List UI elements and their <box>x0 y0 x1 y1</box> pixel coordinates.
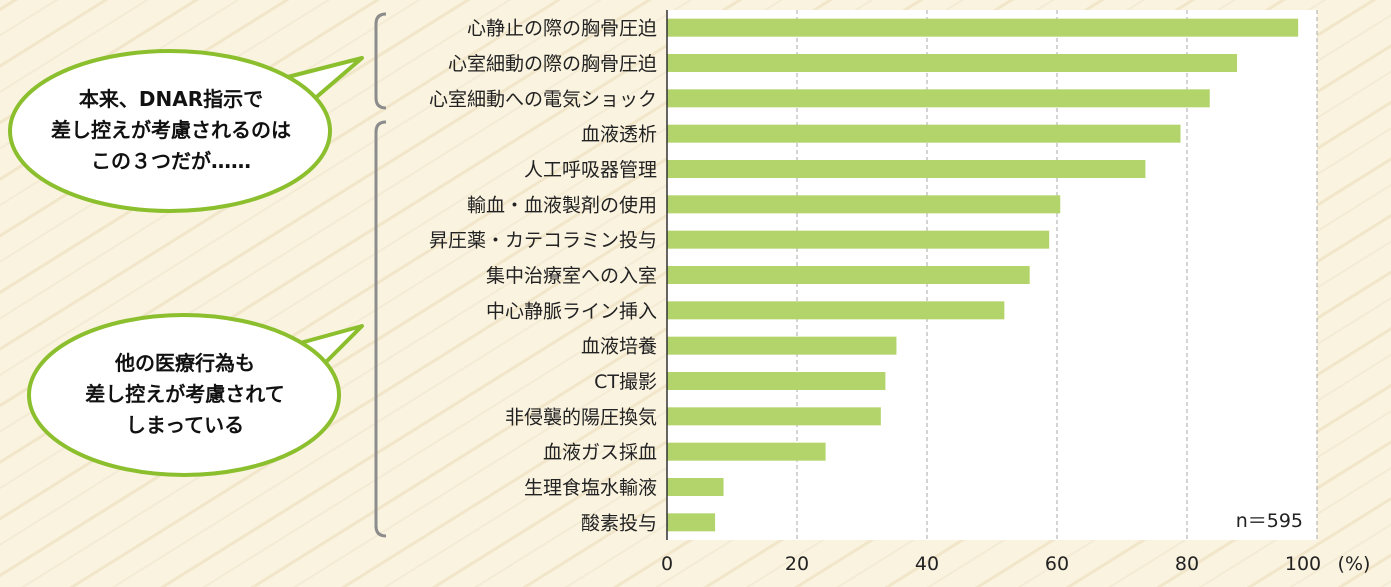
category-label: CT撮影 <box>594 371 657 393</box>
category-label: 心静止の際の胸骨圧迫 <box>467 18 657 40</box>
callout-top-line-3: この３つだが…… <box>91 149 251 173</box>
category-label: 酸素投与 <box>581 512 657 534</box>
callout-top-line-2: 差し控えが考慮されるのは <box>51 118 291 142</box>
category-label: 血液透析 <box>581 124 657 146</box>
x-tick-label: 0 <box>661 553 673 575</box>
x-tick-label: 40 <box>915 553 939 575</box>
bar <box>667 372 886 390</box>
category-label: 中心静脈ライン挿入 <box>486 300 657 322</box>
bar <box>667 336 897 355</box>
x-tick-label: 80 <box>1175 553 1199 575</box>
category-label: 非侵襲的陽圧換気 <box>505 406 657 428</box>
category-label: 集中治療室への入室 <box>486 265 657 287</box>
bars <box>667 18 1299 532</box>
category-label: 血液ガス採血 <box>543 442 657 464</box>
callout-bubble <box>8 49 332 213</box>
category-label: 心室細動への電気ショック <box>429 88 657 110</box>
category-label: 昇圧薬・カテコラミン投与 <box>429 230 657 252</box>
x-tick-label: 60 <box>1045 553 1069 575</box>
bar <box>667 230 1050 249</box>
category-label: 生理食塩水輸液 <box>524 477 657 499</box>
callout-bottom-line-1: 他の医療行為も <box>115 351 255 375</box>
category-label: 心室細動の際の胸骨圧迫 <box>448 53 657 75</box>
callout-bubble <box>27 313 341 477</box>
callout-bottom-line-2: 差し控えが考慮されて <box>85 382 285 406</box>
x-unit-label: (%) <box>1338 553 1371 575</box>
callout-top-line-1: 本来、DNAR指示で <box>78 87 264 111</box>
bar <box>667 407 881 426</box>
bar <box>667 442 826 461</box>
category-label: 血液培養 <box>581 336 657 358</box>
category-label: 輸血・血液製剤の使用 <box>467 194 657 216</box>
bar <box>667 89 1210 108</box>
sample-size-annotation: n＝595 <box>1236 510 1303 532</box>
category-labels: 心静止の際の胸骨圧迫心室細動の際の胸骨圧迫心室細動への電気ショック血液透析人工呼… <box>429 18 657 535</box>
x-tick-labels: 0 20 40 60 80 100 (%) <box>661 553 1370 575</box>
bar <box>667 266 1030 284</box>
callout-top-text: 本来、DNAR指示で 差し控えが考慮されるのは この３つだが…… <box>26 84 316 177</box>
bracket <box>374 12 387 110</box>
bar <box>667 124 1181 143</box>
bar <box>667 301 1005 320</box>
bar <box>667 195 1061 214</box>
bar <box>667 160 1146 178</box>
bar <box>667 513 716 532</box>
callout-bottom-line-3: しまっている <box>125 413 245 437</box>
bar <box>667 54 1238 72</box>
bar <box>667 478 724 496</box>
x-tick-label: 20 <box>785 553 809 575</box>
bracket <box>374 120 387 538</box>
category-label: 人工呼吸器管理 <box>524 159 657 181</box>
callout-bottom-text: 他の医療行為も 差し控えが考慮されて しまっている <box>40 348 330 441</box>
callout-bubbles <box>8 49 364 477</box>
bar <box>667 18 1299 37</box>
brackets <box>374 12 387 538</box>
x-tick-label: 100 <box>1285 553 1321 575</box>
